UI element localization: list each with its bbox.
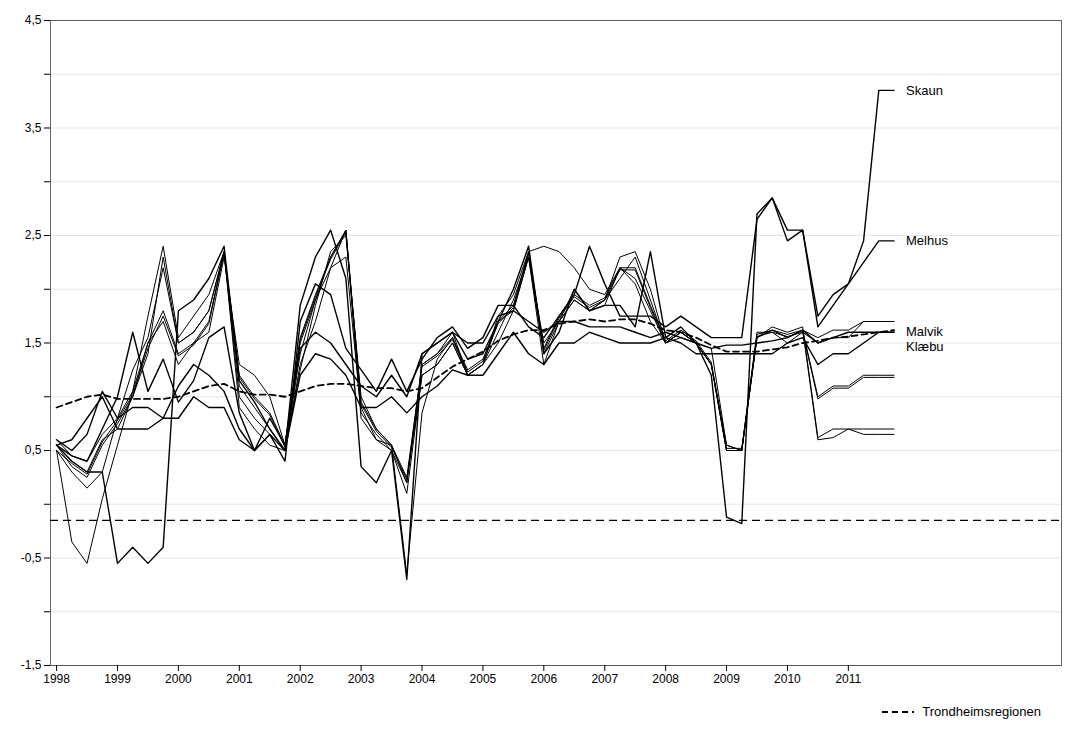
svg-text:2000: 2000 [165, 672, 192, 686]
svg-text:2002: 2002 [287, 672, 314, 686]
svg-text:4,5: 4,5 [25, 13, 42, 27]
svg-text:Malvik: Malvik [906, 324, 943, 339]
html-text:Trondheimsregionen: Trondheimsregionen [922, 704, 1041, 719]
svg-text:2005: 2005 [470, 672, 497, 686]
svg-text:2001: 2001 [226, 672, 253, 686]
svg-text:-0,5: -0,5 [21, 551, 42, 565]
svg-text:2009: 2009 [713, 672, 740, 686]
svg-text:2,5: 2,5 [25, 228, 42, 242]
svg-text:1998: 1998 [43, 672, 70, 686]
svg-text:2011: 2011 [835, 672, 861, 686]
svg-text:2007: 2007 [591, 672, 618, 686]
svg-text:1999: 1999 [104, 672, 131, 686]
svg-text:Melhus: Melhus [906, 233, 948, 248]
svg-text:3,5: 3,5 [25, 121, 42, 135]
svg-text:2003: 2003 [348, 672, 375, 686]
svg-text:2008: 2008 [652, 672, 679, 686]
svg-text:2006: 2006 [530, 672, 557, 686]
svg-text:-1,5: -1,5 [21, 658, 42, 672]
svg-text:0,5: 0,5 [25, 443, 42, 457]
svg-text:1,5: 1,5 [25, 336, 42, 350]
svg-text:Klæbu: Klæbu [906, 339, 944, 354]
svg-text:2010: 2010 [774, 672, 801, 686]
svg-text:Skaun: Skaun [906, 83, 943, 98]
svg-text:2004: 2004 [409, 672, 436, 686]
